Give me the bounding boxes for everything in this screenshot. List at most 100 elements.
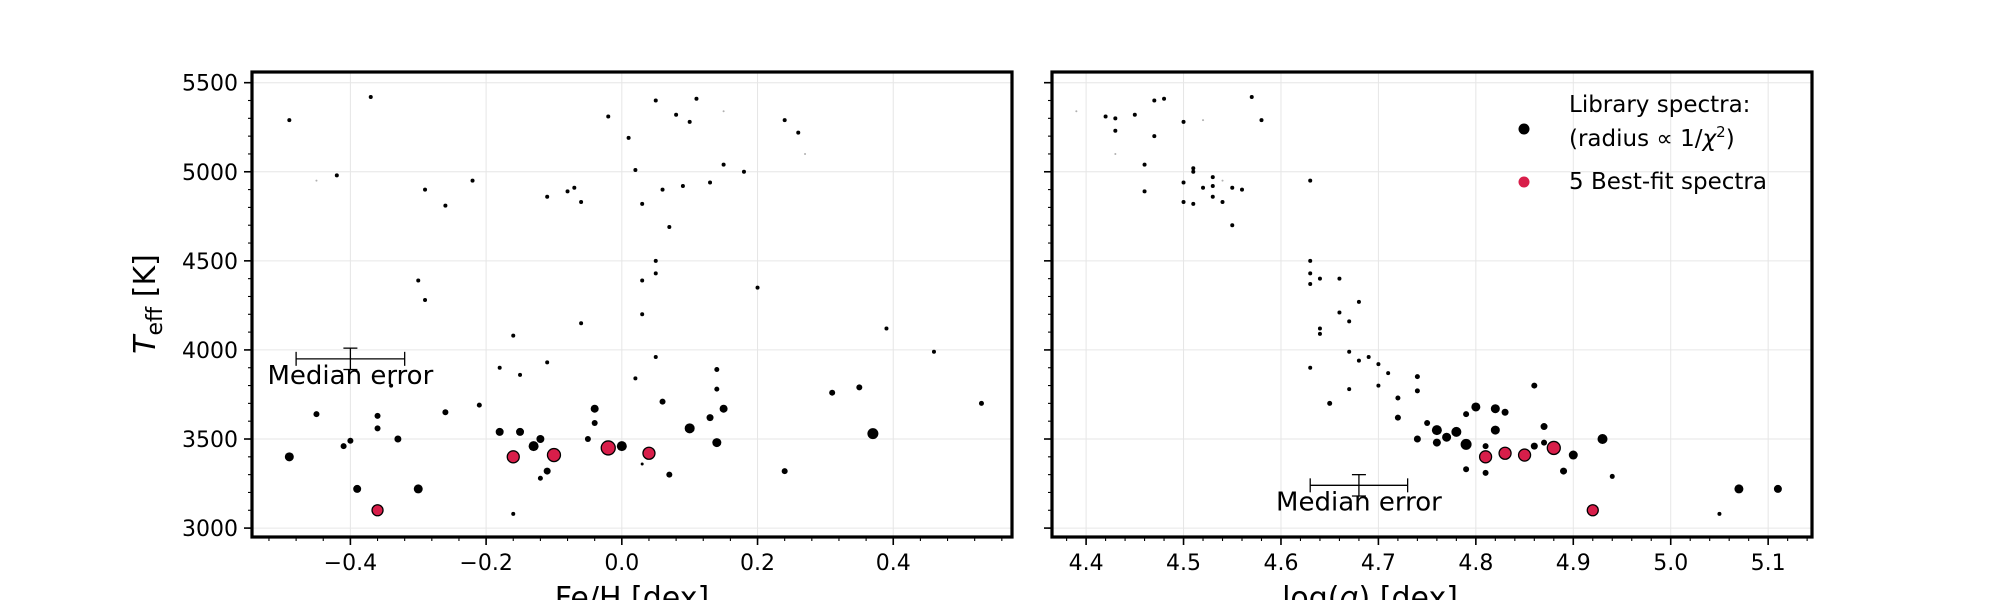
feh-xtick-label-4: 0.4	[876, 551, 911, 576]
logg-library-point-63	[1413, 435, 1421, 443]
feh-best-fit-point-1	[506, 450, 520, 464]
feh-grid	[252, 72, 1012, 537]
logg-library-point-19	[1201, 185, 1206, 190]
feh-library-point-77	[640, 462, 644, 466]
feh-library-point-26	[640, 201, 645, 206]
feh-library-point-14	[694, 96, 699, 101]
logg-library-point-22	[1240, 187, 1244, 192]
feh-library-point-46	[389, 383, 394, 388]
logg-library-point-16	[1210, 175, 1215, 180]
feh-library-point-54	[442, 409, 449, 416]
feh-library-point-51	[476, 402, 482, 408]
logg-library-point-77	[1773, 484, 1782, 493]
logg-library-point-73	[1482, 469, 1489, 476]
legend-library-label-line2: (radius ∝ 1/χ2)	[1569, 123, 1735, 152]
logg-library-point-45	[1308, 365, 1313, 370]
logg-library-point-8	[1114, 152, 1117, 155]
feh-library-point-33	[640, 278, 645, 283]
feh-library-point-52	[659, 398, 666, 405]
logg-library-point-12	[1259, 118, 1264, 123]
feh-library-point-68	[528, 441, 539, 452]
feh-library-point-22	[545, 194, 550, 199]
feh-library-point-23	[565, 189, 570, 194]
feh-library-point-44	[633, 376, 638, 381]
logg-library-point-51	[1395, 395, 1401, 401]
logg-library-point-62	[1540, 423, 1548, 431]
logg-library-point-67	[1482, 443, 1489, 450]
feh-ytick-label-4: 5000	[182, 161, 238, 186]
feh-xtick-label-0: −0.4	[324, 551, 377, 576]
logg-library-point-6	[1113, 128, 1118, 133]
logg-library-point-21	[1230, 185, 1235, 190]
feh-library-point-9	[606, 114, 611, 119]
feh-library-point-37	[884, 326, 889, 331]
feh-library-point-31	[653, 258, 658, 263]
feh-library-point-60	[374, 425, 381, 432]
feh-library-point-18	[804, 152, 807, 155]
legend-library-marker	[1518, 123, 1530, 135]
feh-library-point-80	[353, 484, 362, 493]
logg-best-fit-point-0	[1478, 450, 1493, 464]
feh-library-point-61	[495, 427, 504, 436]
logg-library-point-76	[1734, 484, 1744, 494]
logg-xtick-label-3: 4.7	[1361, 551, 1396, 576]
logg-library-point-78	[1717, 511, 1722, 516]
feh-library-point-75	[543, 467, 551, 475]
feh-library-point-24	[572, 185, 577, 190]
feh-library-point-34	[755, 285, 760, 290]
feh-library-point-12	[674, 112, 679, 117]
logg-library-point-0	[1075, 110, 1078, 113]
logg-axes-frame	[1050, 70, 1814, 539]
logg-library-point-38	[1337, 310, 1342, 315]
feh-best-fit-point-0	[371, 504, 384, 517]
logg-library-point-56	[1471, 402, 1481, 412]
feh-library-point-1	[368, 94, 373, 99]
feh-library-point-79	[781, 468, 788, 475]
logg-library-point-43	[1376, 362, 1381, 367]
logg-median-error-label: Median error	[1276, 487, 1442, 517]
feh-library-point-30	[667, 225, 672, 229]
feh-ytick-label-5: 5500	[182, 72, 238, 97]
feh-library-point-45	[714, 367, 720, 373]
feh-library-point-71	[867, 428, 879, 440]
logg-library-point-64	[1432, 438, 1441, 447]
feh-library-point-41	[545, 360, 550, 365]
logg-best-fit-point-2	[1517, 448, 1532, 462]
feh-xtick-label-1: −0.2	[459, 551, 512, 576]
feh-ticks: −0.4 −0.2 0.0 0.2 0.4 3000 3500 4000 4500 5000 550…	[182, 72, 1003, 576]
logg-xtick-label-6: 5.0	[1653, 551, 1688, 576]
logg-library-point-35	[1317, 326, 1322, 331]
logg-library-point-34	[1337, 276, 1342, 281]
logg-library-point-50	[1327, 400, 1333, 406]
feh-axes-frame	[250, 70, 1014, 539]
feh-ytick-label-2: 4000	[182, 339, 238, 364]
feh-library-point-47	[714, 386, 720, 392]
logg-library-point-41	[1356, 358, 1361, 363]
logg-library-point-59	[1431, 425, 1442, 436]
feh-library-point-28	[680, 184, 685, 189]
logg-library-point-65	[1442, 432, 1452, 442]
feh-library-point-0	[287, 118, 292, 123]
feh-library-point-29	[708, 180, 713, 185]
logg-library-point-72	[1463, 466, 1470, 473]
feh-library-point-20	[721, 162, 726, 167]
feh-library-point-25	[579, 200, 584, 205]
logg-library-point-18	[1181, 180, 1186, 185]
logg-library-point-48	[1414, 374, 1420, 380]
feh-library-point-5	[443, 203, 448, 208]
logg-library-point-57	[1490, 404, 1500, 414]
feh-library-point-78	[666, 471, 673, 478]
logg-library-point-1	[1103, 114, 1108, 119]
feh-library-point-53	[719, 404, 728, 413]
feh-library-point-21	[741, 169, 746, 174]
logg-library-point-74	[1560, 467, 1568, 475]
logg-library-point-25	[1181, 200, 1186, 205]
logg-library-point-14	[1191, 169, 1196, 174]
logg-library-point-7	[1152, 134, 1157, 139]
feh-library-point-17	[796, 130, 801, 135]
feh-library-point-59	[706, 414, 714, 422]
feh-library-point-81	[413, 484, 423, 494]
feh-ytick-label-3: 4500	[182, 250, 238, 275]
feh-library-point-49	[856, 384, 863, 391]
